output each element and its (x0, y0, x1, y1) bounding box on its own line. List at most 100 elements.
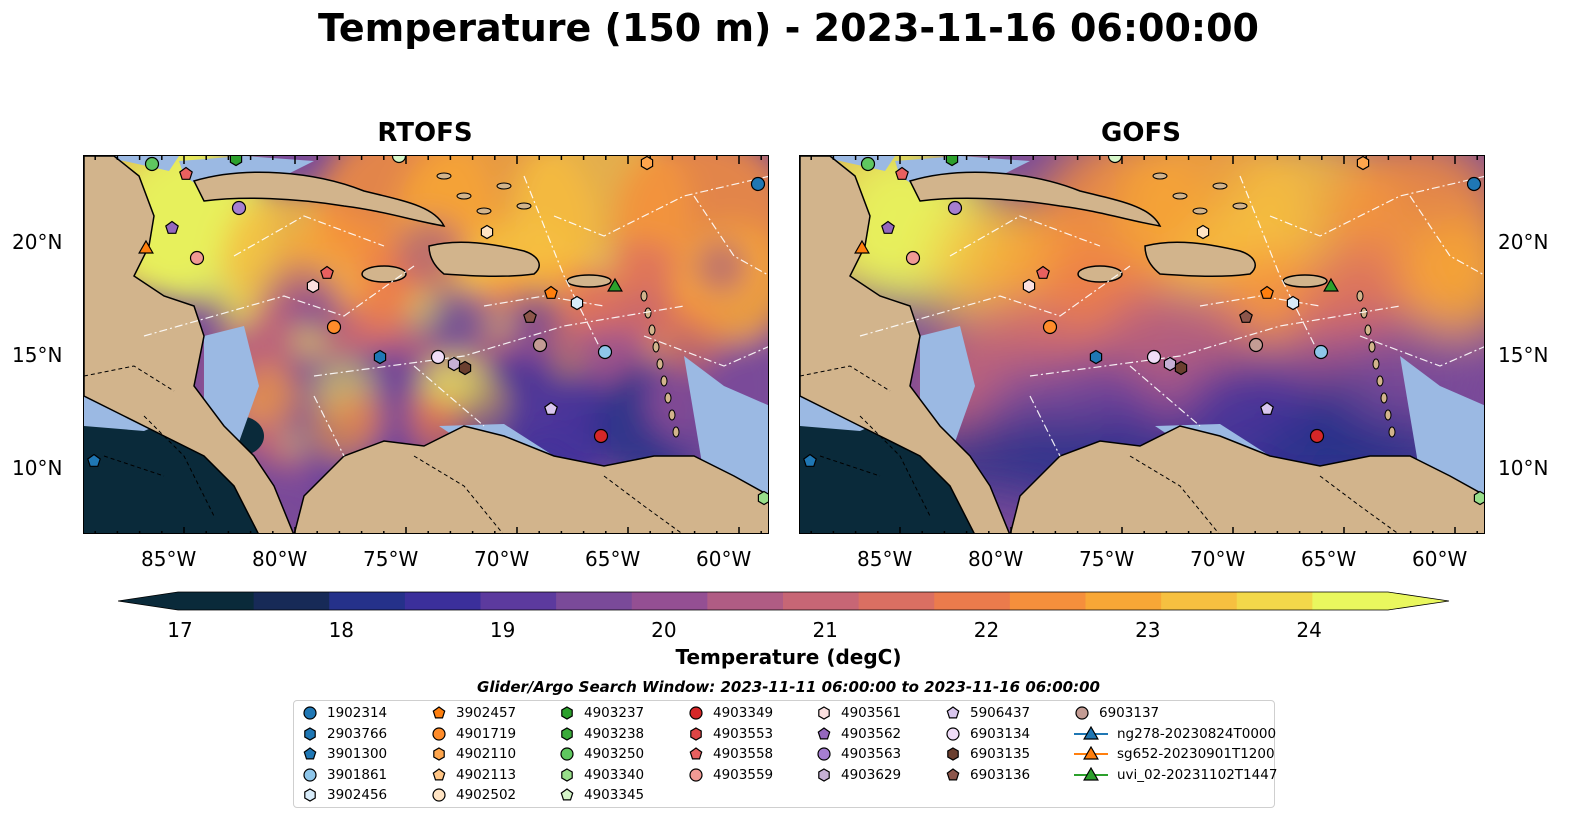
eez-boundary (1359, 335, 1484, 367)
legend-item-label: 6903135 (970, 746, 1031, 762)
central-america-landmass (800, 156, 1010, 533)
lon-tick-label: 80°W (968, 547, 1024, 571)
map-panel-gofs (799, 155, 1485, 534)
legend-item-label: 4903563 (841, 746, 902, 762)
eez-boundary (313, 305, 685, 377)
lesser-antilles-island (648, 324, 656, 336)
observation-marker (544, 285, 558, 299)
hexagon-marker-icon (561, 767, 573, 782)
observation-marker (860, 156, 876, 172)
legend-item: 4903345 (559, 787, 644, 803)
circle-marker-icon (303, 767, 317, 782)
legend-item-label: ng278-20230824T0000 (1117, 725, 1277, 742)
lesser-antilles-island (1388, 426, 1396, 438)
observation-marker (430, 349, 446, 365)
hexagon-marker-icon (304, 788, 316, 802)
eez-boundary (233, 215, 385, 257)
country-border (103, 455, 165, 477)
observation-marker (1309, 428, 1325, 444)
lesser-antilles-island (652, 341, 660, 353)
observation-marker (87, 453, 101, 467)
hexagon-marker-icon (561, 726, 573, 741)
observation-marker (947, 200, 963, 216)
observation-marker (165, 220, 179, 234)
bahamas-island (1152, 172, 1168, 180)
bahamas-island (516, 202, 532, 210)
colorbar-segment (1236, 592, 1313, 610)
legend-item: 4903349 (688, 705, 773, 721)
colorbar-tick-label: 17 (167, 618, 193, 642)
observation-marker (854, 239, 870, 254)
colorbar-segment (480, 592, 557, 610)
lat-tick-label: 15°N (12, 343, 63, 367)
lesser-antilles-island (1376, 375, 1384, 387)
pentagon-marker-icon (817, 726, 831, 739)
observation-marker (326, 319, 342, 335)
eez-boundary (1409, 195, 1484, 276)
lon-tick-label: 60°W (696, 547, 752, 571)
legend-item-label: 5906437 (970, 705, 1031, 721)
observation-marker (1239, 309, 1253, 323)
circle-marker-icon (560, 747, 574, 761)
circle-marker-icon (817, 747, 831, 761)
legend-item-label: 4901719 (456, 725, 517, 742)
observation-marker (750, 176, 766, 192)
lesser-antilles-island (1360, 307, 1368, 319)
legend-item-label: 4903250 (584, 746, 645, 762)
lesser-antilles-island (1372, 358, 1380, 370)
hexagon-marker-icon (304, 726, 316, 741)
legend-item-label: 1902314 (327, 705, 388, 721)
circle-marker-icon (1075, 706, 1089, 720)
legend-item: 6903136 (945, 767, 1030, 783)
triangle-line-marker-icon (1074, 725, 1108, 740)
lon-tick-label: 65°W (1301, 547, 1357, 571)
lesser-antilles-island (668, 409, 676, 421)
observation-marker (523, 309, 537, 323)
lat-tick-label: 20°N (12, 230, 63, 254)
observation-marker (1146, 349, 1162, 365)
eez-boundary (313, 395, 345, 457)
legend-item: 4903250 (559, 746, 644, 762)
country-border (859, 415, 931, 517)
jamaica-landmass (361, 265, 407, 283)
pentagon-marker-icon (689, 747, 703, 760)
eez-boundary (143, 265, 415, 337)
colorbar-tick-label: 23 (1135, 618, 1161, 642)
observation-marker (1163, 356, 1177, 372)
observation-marker (1473, 490, 1484, 506)
legend-item-label: 6903137 (1099, 705, 1160, 721)
colorbar-segment (1085, 592, 1162, 610)
country-border (143, 415, 215, 517)
legend-item-label: 4903562 (841, 725, 902, 742)
observation-marker (1196, 224, 1210, 240)
map-svg (84, 156, 768, 533)
lon-tick-label: 85°W (857, 547, 913, 571)
colorbar-tick-label: 19 (489, 618, 516, 642)
circle-marker-icon (432, 788, 446, 802)
observation-marker (532, 337, 548, 353)
circle-marker-icon (689, 767, 703, 782)
eez-boundary (949, 215, 1101, 257)
hexagon-marker-icon (561, 706, 573, 720)
legend-item: 1902314 (302, 705, 387, 721)
observation-marker (189, 250, 205, 266)
observation-marker (895, 166, 909, 180)
observation-marker (306, 278, 320, 294)
legend-item: 4903237 (559, 705, 644, 721)
colorbar-outline (117, 591, 1450, 611)
legend-item: 3902457 (431, 705, 516, 721)
observation-marker (229, 156, 243, 167)
eez-boundary (413, 365, 485, 427)
pentagon-marker-icon (303, 747, 317, 760)
observation-marker (480, 224, 494, 240)
lon-tick-label: 65°W (585, 547, 641, 571)
colorbar-tick-label: 22 (973, 618, 1000, 642)
hexagon-marker-icon (818, 767, 830, 782)
lon-tick-label: 70°W (1190, 547, 1246, 571)
pentagon-marker-icon (432, 706, 446, 719)
observation-marker (231, 200, 247, 216)
colorbar-tick-label: 21 (812, 618, 838, 642)
pentagon-marker-icon (946, 767, 960, 780)
panel-title-gofs: GOFS (1101, 118, 1181, 148)
observation-markers (87, 156, 768, 506)
